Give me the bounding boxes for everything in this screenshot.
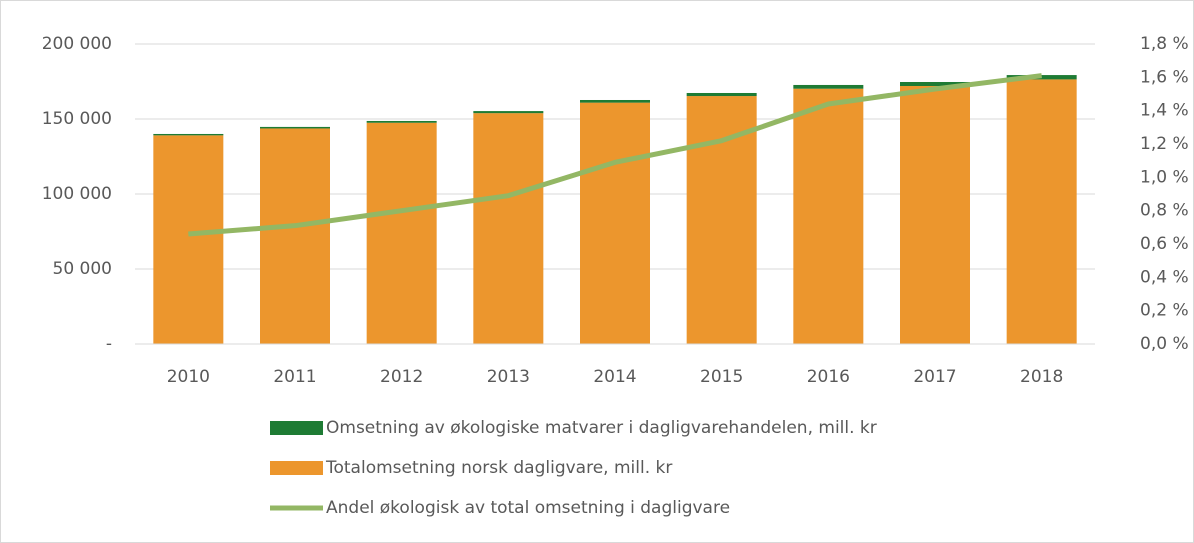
line [188, 73, 1042, 237]
bar [153, 133, 224, 136]
y2-tick-label: 0,2 % [1140, 301, 1189, 321]
y2-tick-label: 0,6 % [1140, 234, 1189, 254]
y2-tick-label: 1,0 % [1140, 167, 1189, 187]
y2-tick-label: 1,4 % [1140, 101, 1189, 121]
y-tick-label: 50 000 [53, 259, 112, 279]
x-tick-label: 2016 [807, 367, 850, 387]
bar [366, 122, 437, 344]
y-tick-label: 150 000 [42, 109, 112, 129]
x-tick-label: 2011 [273, 367, 316, 387]
y-tick-label: 200 000 [42, 34, 112, 54]
y2-tick-label: 1,2 % [1140, 134, 1189, 154]
y2-tick-label: 1,6 % [1140, 67, 1189, 87]
y2-tick-label: 0,8 % [1140, 201, 1189, 221]
legend-label: Omsetning av økologiske matvarer i dagli… [326, 418, 877, 438]
y2-tick-label: 0,0 % [1140, 334, 1189, 354]
bar [153, 135, 224, 344]
bar [686, 92, 757, 97]
bar [580, 102, 650, 345]
y2-tick-label: 1,8 % [1140, 34, 1189, 54]
y2-tick-label: 0,4 % [1140, 267, 1189, 287]
legend-swatch [270, 461, 323, 475]
bar [1006, 79, 1077, 345]
legend-swatch [270, 421, 323, 435]
legend-label: Andel økologisk av total omsetning i dag… [326, 498, 730, 518]
bar [580, 99, 650, 103]
bar [793, 88, 864, 344]
x-tick-label: 2014 [593, 367, 636, 387]
x-tick-label: 2013 [487, 367, 530, 387]
x-tick-label: 2010 [167, 367, 210, 387]
legend-label: Totalomsetning norsk dagligvare, mill. k… [325, 458, 672, 478]
x-tick-label: 2015 [700, 367, 743, 387]
bar [473, 111, 544, 114]
x-tick-label: 2012 [380, 367, 423, 387]
bar [686, 96, 757, 344]
bar [900, 86, 970, 344]
y-tick-label: - [106, 334, 112, 354]
x-tick-label: 2017 [913, 367, 956, 387]
bar [260, 126, 330, 129]
bar [793, 84, 864, 89]
bar [473, 113, 544, 345]
x-tick-label: 2018 [1020, 367, 1063, 387]
y-tick-label: 100 000 [42, 184, 112, 204]
bar [260, 128, 330, 344]
bar [900, 81, 970, 86]
bar [366, 120, 437, 123]
